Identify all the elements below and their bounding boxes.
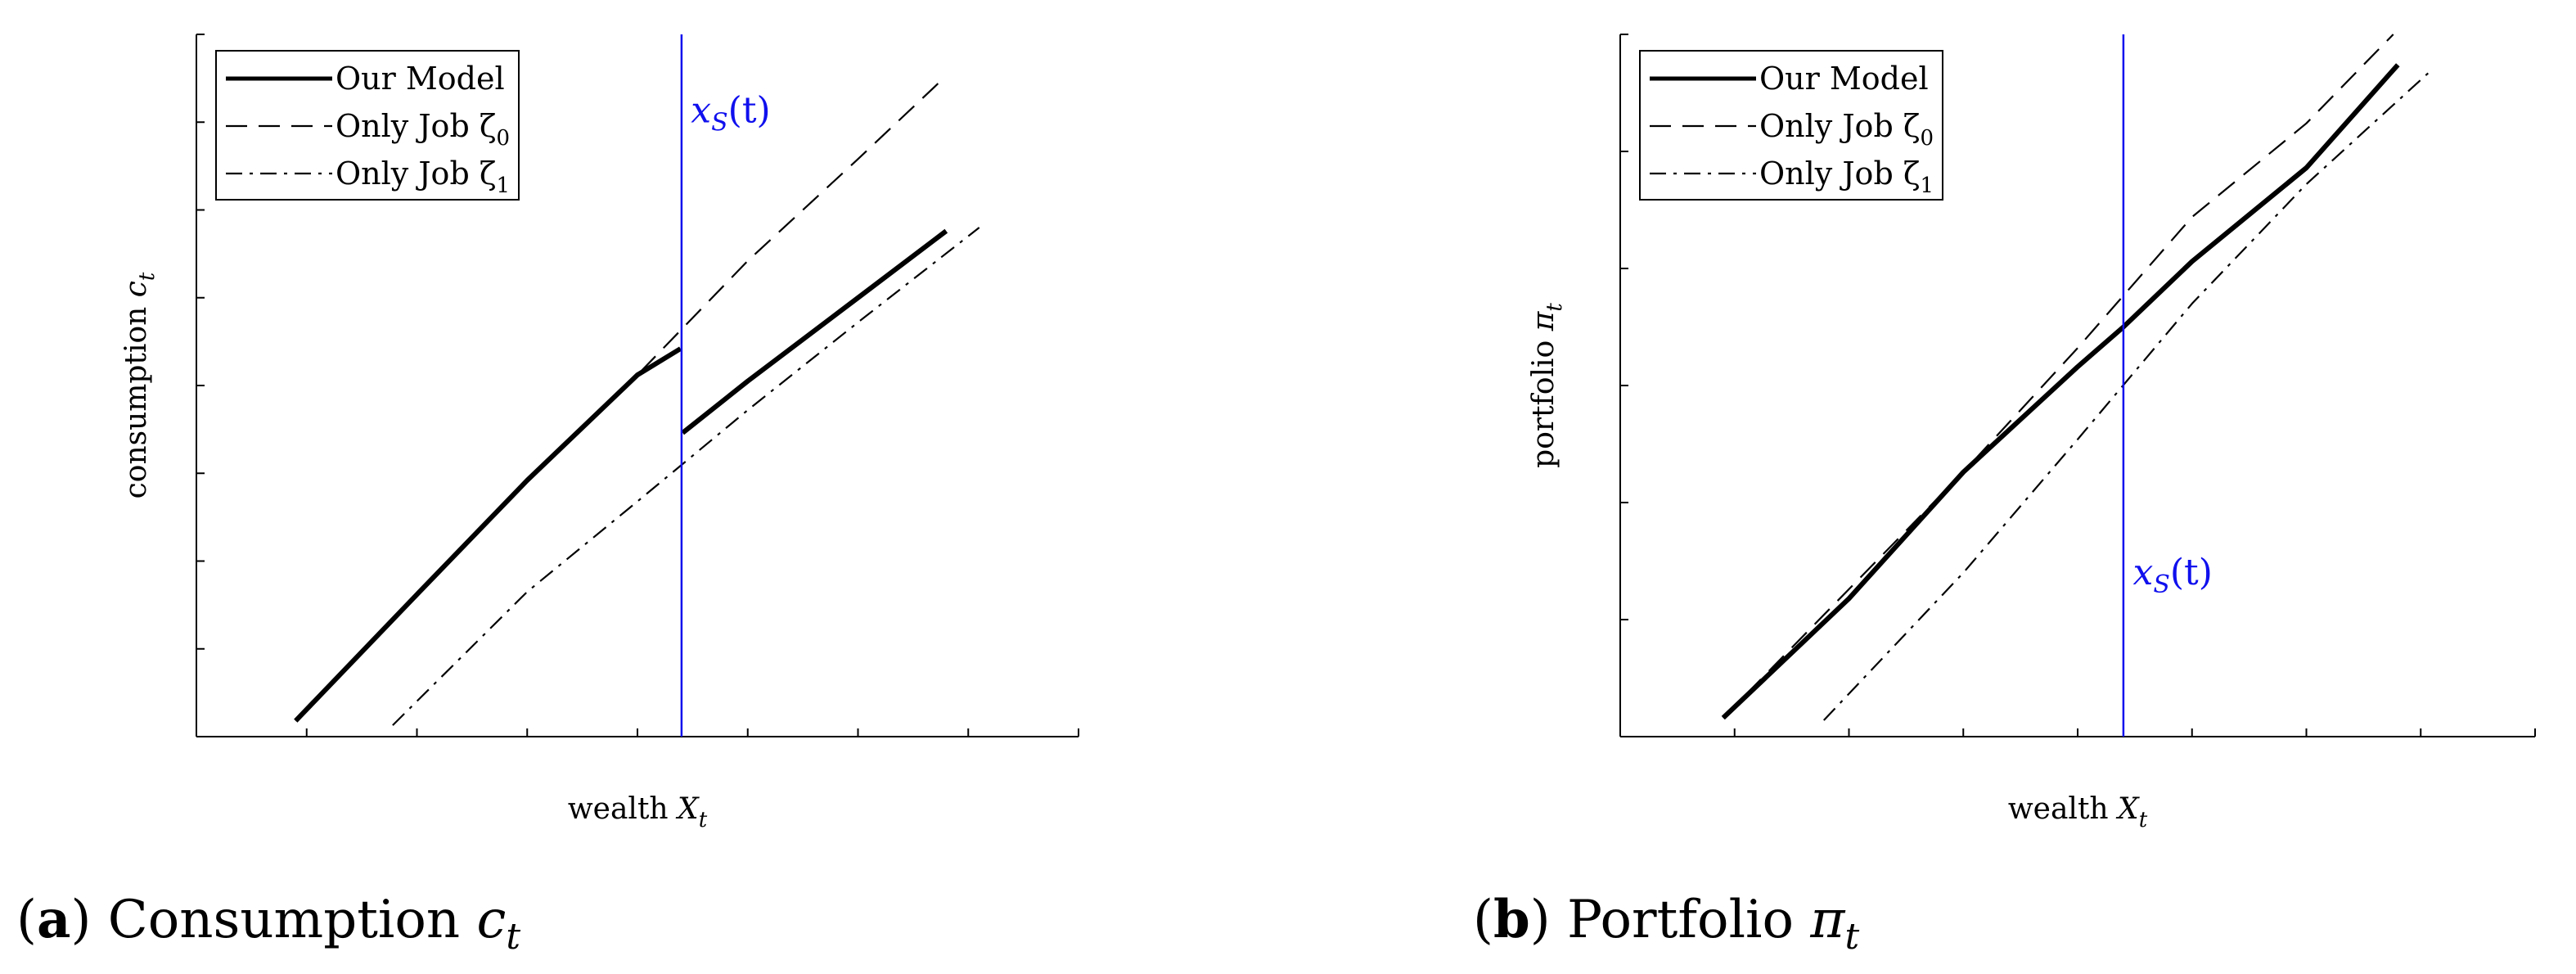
legend-entry: Only Job ζ1: [1759, 156, 1934, 198]
legend-entry: Our Model: [1759, 61, 1929, 97]
portfolio-chart: wealth Xt portfolio πt xS(t) Our Model Only …: [1527, 34, 2536, 832]
series-line-dashed: [1723, 34, 2394, 719]
threshold-label: xS(t): [2132, 552, 2212, 599]
x-axis-label: wealth Xt: [568, 792, 708, 832]
legend: Our Model Only Job ζ0 Only Job ζ1: [1639, 50, 1943, 201]
series-line-dashdot: [392, 227, 980, 726]
x-axis-label: wealth Xt: [2008, 792, 2148, 832]
series-line-dashed: [295, 79, 943, 722]
threshold-label: xS(t): [691, 89, 770, 137]
legend-entry: Only Job ζ1: [336, 156, 510, 198]
series-line-solid: [1721, 63, 2400, 720]
y-axis-label: consumption ct: [119, 272, 160, 498]
legend: Our Model Only Job ζ0 Only Job ζ1: [215, 50, 520, 201]
consumption-chart: wealth Xt consumption ct xS(t) Our Model Onl…: [119, 34, 1079, 832]
legend-entry: Only Job ζ0: [336, 108, 510, 151]
series-line-solid: [681, 228, 948, 435]
legend-entry: Our Model: [336, 61, 505, 97]
y-axis-label: portfolio πt: [1527, 303, 1567, 468]
caption-consumption: (a) Consumption ct: [16, 889, 520, 958]
legend-entry: Only Job ζ0: [1759, 108, 1934, 151]
caption-portfolio: (b) Portfolio πt: [1473, 889, 1859, 958]
